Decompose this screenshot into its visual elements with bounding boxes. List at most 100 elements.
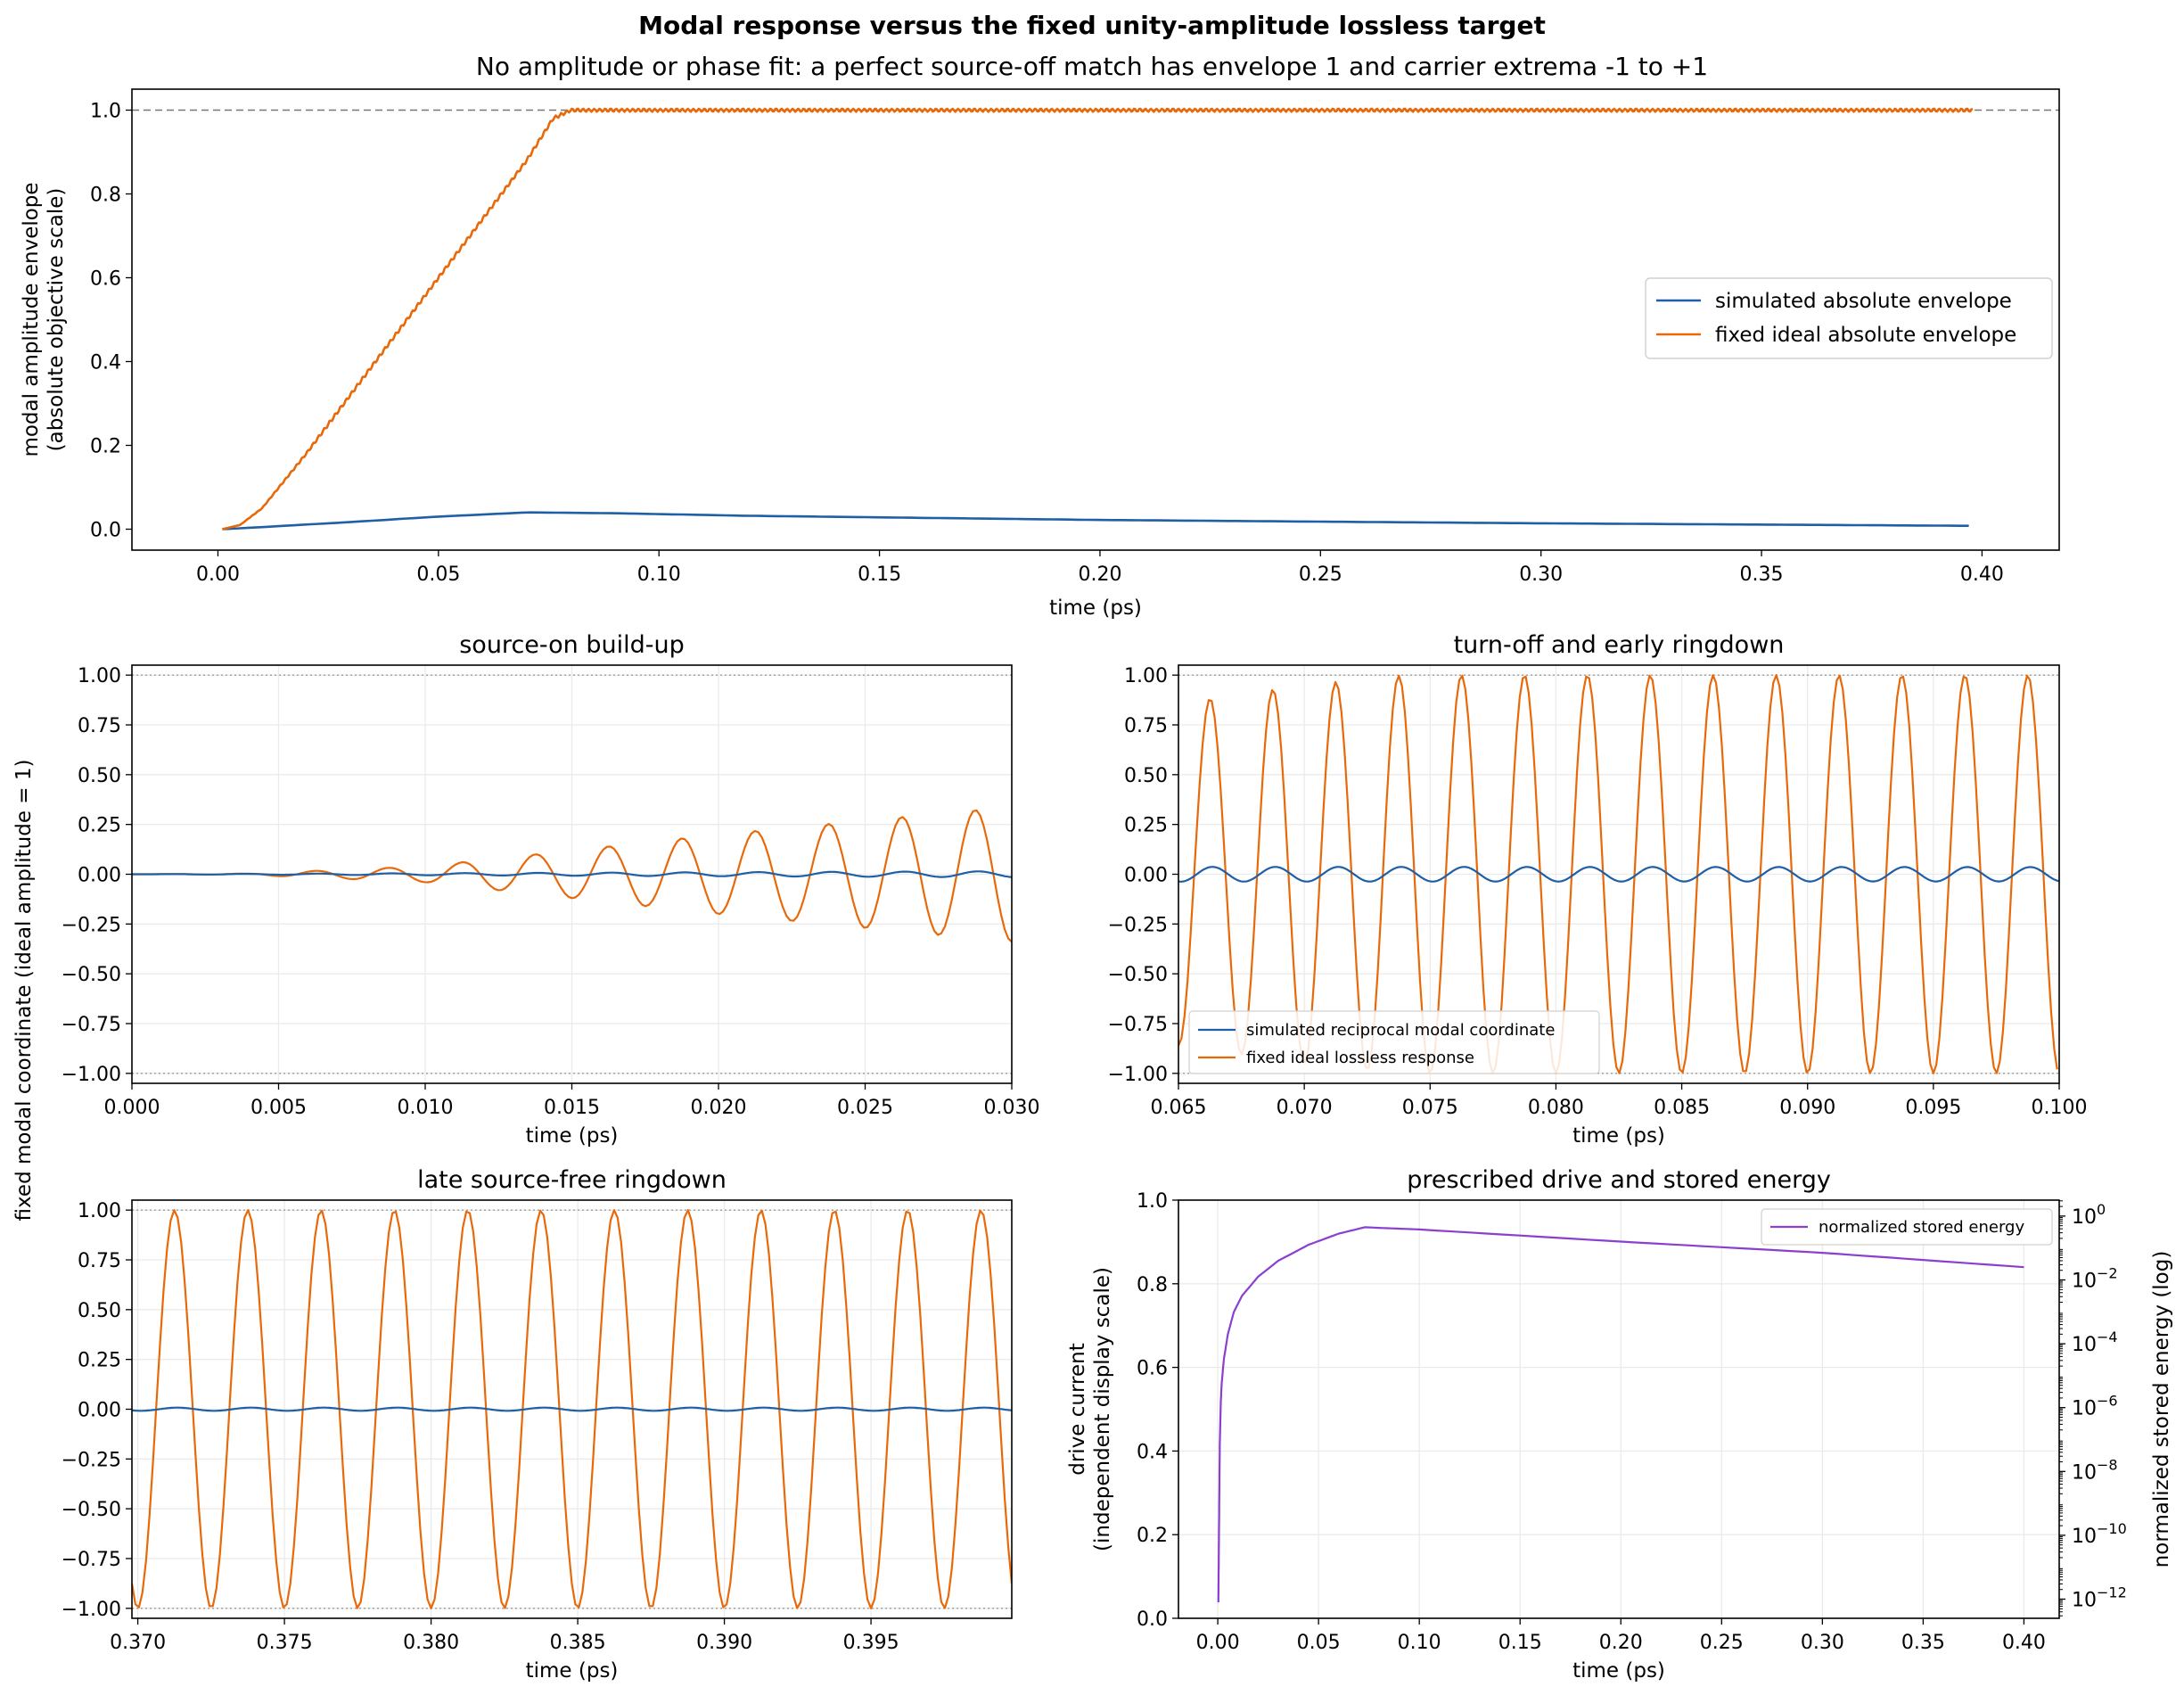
panel-title: source-on build-up [459, 631, 685, 659]
series-line-ideal-envelope [222, 107, 1974, 531]
y-right-tick-label: 100 [2072, 1201, 2106, 1229]
x-tick-label: 0.010 [398, 1097, 454, 1119]
y-tick-label: 0.0 [90, 520, 121, 542]
legend-label: fixed ideal absolute envelope [1715, 324, 2016, 347]
y-tick-label: 0.50 [78, 765, 121, 787]
x-tick-label: 0.005 [250, 1097, 307, 1119]
y-right-tick-label: 10−10 [2072, 1520, 2127, 1548]
x-tick-label: 0.00 [196, 564, 240, 586]
x-tick-label: 0.375 [257, 1632, 313, 1654]
x-tick-label: 0.20 [1599, 1632, 1643, 1654]
legend-box [1645, 277, 2053, 359]
series-line-simulated [132, 1406, 1012, 1412]
x-tick-label: 0.25 [1299, 564, 1342, 586]
y-right-axis-label: normalized stored energy (log) [2150, 1251, 2173, 1568]
x-tick-label: 0.380 [403, 1632, 459, 1654]
y-tick-label: −0.25 [62, 914, 121, 936]
x-tick-label: 0.20 [1078, 564, 1121, 586]
x-axis-label: time (ps) [1049, 596, 1142, 620]
y-tick-label: 0.75 [1124, 715, 1168, 737]
y-tick-label: 0.25 [78, 1350, 121, 1372]
y-tick-label: −0.25 [62, 1449, 121, 1471]
x-tick-label: 0.40 [1960, 564, 2004, 586]
x-tick-label: 0.025 [837, 1097, 893, 1119]
axes-frame [131, 664, 1013, 1084]
x-tick-label: 0.05 [1297, 1632, 1341, 1654]
legend-label: fixed ideal lossless response [1246, 1049, 1474, 1067]
series-line-simulated-envelope [222, 511, 1969, 531]
legend: normalized stored energy [1761, 1208, 2053, 1246]
series-line-simulated [1178, 866, 2059, 883]
y-tick-label: 0.75 [78, 1250, 121, 1272]
x-tick-label: 0.395 [843, 1632, 899, 1654]
y-tick-label: 1.00 [1124, 665, 1168, 687]
axes-frame [1178, 664, 2060, 1084]
y-right-tick-label: 10−8 [2072, 1456, 2118, 1484]
x-tick-label: 0.40 [2002, 1632, 2046, 1654]
y-axis-label: drive current [1066, 1343, 1089, 1476]
y-tick-label: −0.75 [62, 1549, 121, 1571]
panel-title: turn-off and early ringdown [1454, 631, 1785, 659]
x-tick-label: 0.370 [110, 1632, 166, 1654]
y-tick-label: 0.4 [90, 352, 121, 374]
y-tick-label: 1.00 [78, 665, 121, 687]
x-tick-label: 0.05 [416, 564, 460, 586]
y-tick-label: 1.00 [78, 1200, 121, 1222]
panel-drive: 0.00 0.05 0.10 0.15 0.20 0.25 0.30 0.35 0.40 0.0 0… [1066, 1166, 2173, 1682]
y-tick-label: −0.75 [62, 1014, 121, 1036]
y-tick-label: 0.2 [90, 436, 121, 458]
panel-late: 0.370 0.375 0.380 0.385 0.390 0.395 −1.00 −0.75… [62, 1166, 1013, 1682]
panel-turnoff: 0.065 0.070 0.075 0.080 0.085 0.090 0.095 0.100… [1108, 631, 2088, 1148]
y-tick-label: −1.00 [62, 1064, 121, 1086]
x-tick-label: 0.35 [1740, 564, 1784, 586]
y-tick-label: 0.50 [1124, 765, 1168, 787]
y-tick-label: −0.50 [62, 1499, 121, 1521]
y-tick-label: 0.75 [78, 715, 121, 737]
y-axis-label: (independent display scale) [1091, 1267, 1114, 1551]
x-tick-label: 0.085 [1654, 1097, 1710, 1119]
x-tick-label: 0.10 [637, 564, 681, 586]
y-axis-label: modal amplitude envelope [20, 182, 43, 457]
legend: simulated absolute envelope fixed ideal a… [1645, 277, 2053, 359]
y-tick-label: 0.00 [78, 865, 121, 887]
y-tick-label: −1.00 [62, 1599, 121, 1621]
y-tick-label: 0.6 [90, 268, 121, 291]
figure-title: Modal response versus the fixed unity-am… [638, 11, 1546, 40]
y-tick-label: 0.0 [1137, 1608, 1168, 1631]
y-tick-label: 0.8 [1137, 1274, 1168, 1296]
y-tick-label: 0.2 [1137, 1525, 1168, 1547]
x-tick-label: 0.30 [1519, 564, 1563, 586]
panel-buildup: 0.000 0.005 0.010 0.015 0.020 0.025 0.030 −1.00… [12, 631, 1039, 1221]
y-tick-label: 0.6 [1137, 1358, 1168, 1380]
x-tick-label: 0.10 [1398, 1632, 1441, 1654]
x-tick-label: 0.000 [104, 1097, 160, 1119]
x-tick-label: 0.030 [984, 1097, 1040, 1119]
y-tick-label: −0.25 [1108, 914, 1168, 936]
x-tick-label: 0.30 [1801, 1632, 1844, 1654]
axes-frame [131, 88, 2060, 551]
x-axis-label: time (ps) [526, 1124, 619, 1148]
y-axis-label: (absolute objective scale) [45, 188, 68, 452]
x-tick-label: 0.015 [544, 1097, 600, 1119]
y-tick-label: 1.0 [1137, 1190, 1168, 1213]
figure-subtitle: No amplitude or phase fit: a perfect sou… [476, 52, 1708, 81]
series-line-ideal [132, 809, 1012, 943]
y-tick-label: −0.75 [1108, 1014, 1168, 1036]
x-tick-label: 0.25 [1700, 1632, 1744, 1654]
y-axis-label: fixed modal coordinate (ideal amplitude … [12, 760, 36, 1222]
y-tick-label: 0.00 [1124, 865, 1168, 887]
y-right-tick-label: 10−2 [2072, 1265, 2118, 1293]
x-axis-label: time (ps) [526, 1659, 619, 1682]
series-line-stored-energy [1217, 1226, 2024, 1603]
y-tick-label: 0.00 [78, 1400, 121, 1422]
x-tick-label: 0.070 [1277, 1097, 1333, 1119]
x-axis-label: time (ps) [1572, 1659, 1665, 1682]
x-tick-label: 0.065 [1151, 1097, 1207, 1119]
x-tick-label: 0.075 [1402, 1097, 1458, 1119]
series-line-ideal [132, 1209, 1012, 1609]
x-tick-label: 0.385 [550, 1632, 606, 1654]
y-tick-label: 0.4 [1137, 1441, 1168, 1463]
legend-label: simulated absolute envelope [1715, 290, 2012, 313]
legend-label: normalized stored energy [1819, 1218, 2024, 1237]
legend-box [1188, 1010, 1600, 1074]
